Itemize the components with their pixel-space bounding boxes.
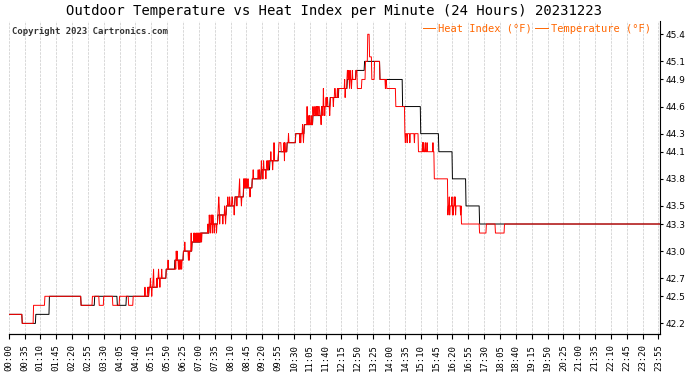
Temperature (°F): [656, 222, 664, 226]
Heat Index (°F): [5, 312, 13, 316]
Heat Index (°F): [656, 222, 664, 226]
Heat Index (°F): [150, 285, 158, 290]
Temperature (°F): [437, 150, 445, 154]
Temperature (°F): [580, 222, 588, 226]
Temperature (°F): [223, 204, 231, 208]
Heat Index (°F): [364, 32, 372, 36]
Heat Index (°F): [18, 321, 26, 326]
Temperature (°F): [522, 222, 531, 226]
Line: Temperature (°F): Temperature (°F): [9, 62, 660, 323]
Temperature (°F): [134, 294, 142, 298]
Heat Index (°F): [580, 222, 588, 226]
Heat Index (°F): [437, 177, 445, 181]
Legend: Heat Index (°F), Temperature (°F): Heat Index (°F), Temperature (°F): [419, 20, 655, 38]
Temperature (°F): [360, 59, 368, 64]
Temperature (°F): [150, 285, 158, 290]
Heat Index (°F): [223, 204, 231, 208]
Title: Outdoor Temperature vs Heat Index per Minute (24 Hours) 20231223: Outdoor Temperature vs Heat Index per Mi…: [66, 4, 602, 18]
Heat Index (°F): [522, 222, 531, 226]
Line: Heat Index (°F): Heat Index (°F): [9, 34, 660, 323]
Temperature (°F): [18, 321, 26, 326]
Temperature (°F): [5, 312, 13, 316]
Heat Index (°F): [134, 294, 142, 298]
Text: Copyright 2023 Cartronics.com: Copyright 2023 Cartronics.com: [12, 27, 168, 36]
